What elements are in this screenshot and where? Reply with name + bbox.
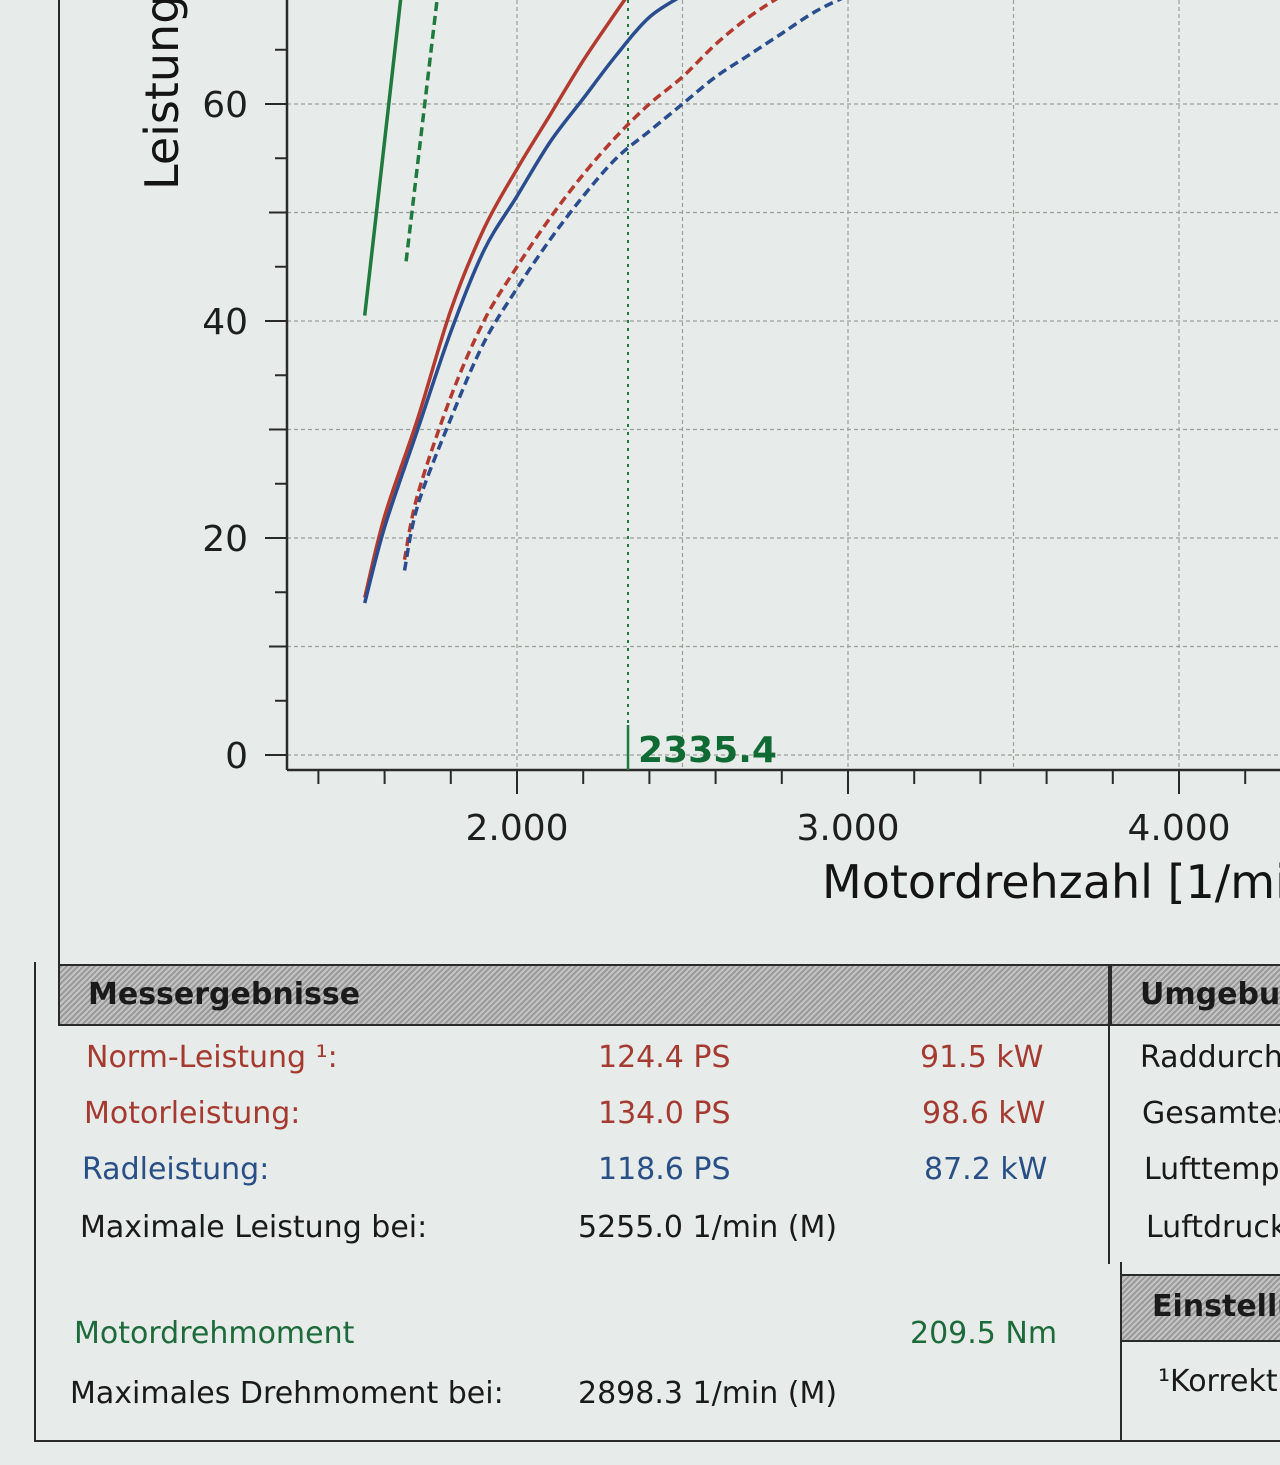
max-drehmoment-label: Maximales Drehmoment bei: — [70, 1376, 504, 1411]
radleistung-kw: 87.2 kW — [924, 1152, 1048, 1187]
axes — [265, 0, 1280, 794]
series-line-1 — [363, 0, 679, 604]
results-header: Messergebnisse — [58, 964, 1110, 1026]
norm-leistung-label: Norm-Leistung ¹: — [86, 1040, 338, 1075]
y-tick-label: 0 — [225, 736, 248, 777]
settings-header: Einstellu — [1120, 1274, 1280, 1342]
y-tick-label: 60 — [202, 85, 248, 126]
motordrehmoment-nm: 209.5 Nm — [910, 1316, 1058, 1351]
motordrehmoment-label: Motordrehmoment — [74, 1316, 355, 1351]
radleistung-label: Radleistung: — [82, 1152, 270, 1187]
panel-divider — [1108, 964, 1110, 1264]
y-axis-title: Leistung — [135, 0, 189, 190]
environment-header: Umgebu — [1110, 964, 1280, 1026]
motorleistung-kw: 98.6 kW — [922, 1096, 1046, 1131]
radleistung-ps: 118.6 PS — [598, 1152, 731, 1187]
x-axis-title: Motordrehzahl [1/min — [822, 855, 1280, 909]
y-tick-label: 20 — [202, 519, 248, 560]
series-line-0 — [363, 0, 627, 599]
power-chart: 0 20 40 60 2.000 3.000 4.000 Leistung Motordre… — [135, 0, 1280, 909]
motorleistung-ps: 134.0 PS — [598, 1096, 731, 1131]
marker-value-label: 2335.4 — [638, 730, 777, 771]
side-label-luftdruck: Luftdruck — [1146, 1210, 1280, 1245]
series-line-4 — [362, 0, 403, 316]
series-line-3 — [402, 0, 843, 571]
motorleistung-label: Motorleistung: — [84, 1096, 301, 1131]
side-label-lufttemperatur: Lufttempe — [1144, 1152, 1280, 1187]
page-border — [58, 0, 60, 965]
max-leistung-label: Maximale Leistung bei: — [80, 1210, 428, 1245]
norm-leistung-kw: 91.5 kW — [920, 1040, 1044, 1075]
side-label-gesamtes: Gesamtes — [1142, 1096, 1280, 1131]
grid — [287, 0, 1280, 770]
max-leistung-rpm: 5255.0 1/min (M) — [578, 1210, 838, 1245]
series-line-5 — [404, 0, 439, 262]
y-tick-label: 40 — [202, 302, 248, 343]
tick-labels: 0 20 40 60 2.000 3.000 4.000 — [202, 85, 1230, 849]
results-panel: Messergebnisse Umgebu Einstellu Norm-Lei… — [34, 962, 1280, 1442]
x-tick-label: 2.000 — [465, 808, 568, 849]
side-footnote: ¹Korrekt — [1158, 1364, 1278, 1399]
x-tick-label: 3.000 — [796, 808, 899, 849]
x-tick-label: 4.000 — [1127, 808, 1230, 849]
side-label-raddurchmesser: Raddurchr — [1140, 1040, 1280, 1075]
norm-leistung-ps: 124.4 PS — [598, 1040, 731, 1075]
max-drehmoment-rpm: 2898.3 1/min (M) — [578, 1376, 838, 1411]
panel-divider — [1120, 1262, 1122, 1442]
series-lines — [362, 0, 843, 770]
